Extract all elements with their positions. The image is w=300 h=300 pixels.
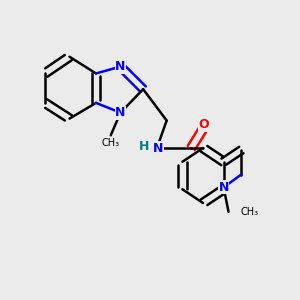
Text: N: N <box>153 142 164 154</box>
Text: N: N <box>218 181 229 194</box>
Text: CH₃: CH₃ <box>102 138 120 148</box>
Text: N: N <box>116 106 126 119</box>
Text: N: N <box>116 60 126 73</box>
Text: H: H <box>138 140 149 153</box>
Text: CH₃: CH₃ <box>240 207 258 217</box>
Text: O: O <box>199 118 209 131</box>
